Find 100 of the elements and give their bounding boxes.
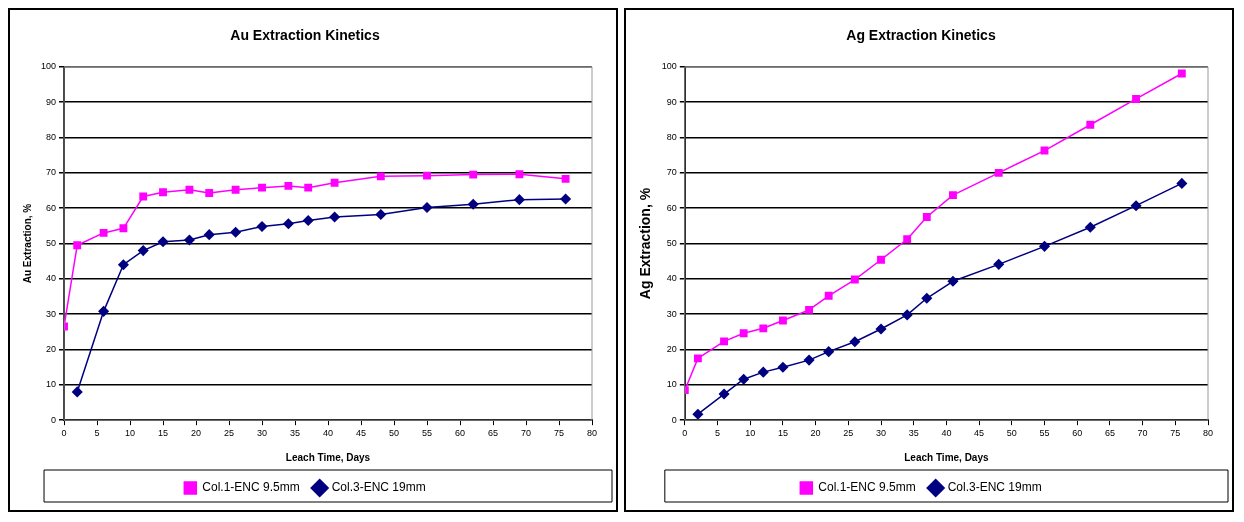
- point: [205, 189, 214, 197]
- point: [1085, 221, 1096, 233]
- y-tick-label: 20: [46, 344, 57, 354]
- x-tick-label: 35: [908, 428, 919, 439]
- point: [903, 235, 912, 244]
- point: [71, 386, 83, 398]
- x-tick-label: 65: [488, 428, 499, 439]
- point: [850, 275, 859, 284]
- y-tick-label: 30: [46, 308, 57, 319]
- legend-label: Col.3-ENC 19mm: [947, 480, 1042, 495]
- point: [947, 276, 959, 287]
- y-tick-label: 60: [46, 202, 57, 213]
- point: [185, 185, 194, 194]
- x-tick-label: 80: [586, 428, 598, 439]
- x-tick-label: 55: [422, 428, 433, 439]
- x-tick-label: 35: [290, 428, 301, 439]
- y-tick-label: 100: [40, 61, 57, 72]
- x-tick-label: 60: [455, 428, 466, 439]
- y-tick-label: 0: [671, 414, 677, 425]
- point: [329, 211, 340, 223]
- point: [1132, 95, 1140, 103]
- point: [1039, 241, 1050, 252]
- point: [561, 174, 570, 183]
- point: [994, 168, 1003, 177]
- point: [921, 293, 933, 304]
- point: [203, 229, 215, 240]
- x-tick-label: 20: [810, 428, 821, 439]
- x-tick-label: 25: [224, 428, 235, 439]
- point: [467, 199, 479, 210]
- point: [73, 241, 82, 250]
- x-tick-label: 20: [191, 428, 202, 439]
- x-tick-label: 75: [1170, 428, 1181, 439]
- x-axis-title: Leach Time, Days: [285, 451, 371, 463]
- y-tick-label: 30: [666, 308, 677, 319]
- point: [139, 192, 148, 201]
- y-tick-label: 80: [46, 131, 57, 142]
- point: [423, 171, 431, 180]
- point: [849, 336, 861, 347]
- point: [949, 191, 957, 200]
- x-tick-label: 70: [520, 428, 532, 439]
- point: [231, 185, 240, 194]
- chart-title: Au Extraction Kinetics: [230, 27, 380, 44]
- point: [993, 259, 1004, 270]
- chart-title: Ag Extraction Kinetics: [846, 27, 996, 44]
- y-tick-label: 40: [46, 273, 57, 284]
- y-tick-label: 70: [46, 167, 57, 178]
- point: [118, 259, 129, 270]
- point: [758, 366, 769, 378]
- point: [805, 306, 813, 314]
- x-tick-label: 40: [941, 428, 952, 439]
- point: [514, 194, 525, 205]
- x-tick-label: 5: [94, 428, 100, 439]
- x-tick-label: 70: [1137, 428, 1148, 439]
- point: [560, 193, 571, 205]
- x-tick-label: 30: [257, 428, 268, 439]
- y-axis-title: Ag Extraction, %: [637, 187, 654, 300]
- point: [1176, 178, 1188, 189]
- x-tick-label: 0: [61, 428, 67, 439]
- point: [693, 354, 702, 363]
- point: [1177, 69, 1186, 78]
- point: [304, 183, 313, 192]
- point: [159, 188, 167, 197]
- point: [184, 234, 195, 246]
- point: [256, 221, 268, 232]
- y-tick-label: 0: [51, 414, 57, 425]
- point: [376, 172, 385, 181]
- y-tick-label: 100: [661, 61, 677, 72]
- x-tick-label: 80: [1202, 428, 1214, 439]
- point: [330, 178, 339, 187]
- y-tick-label: 10: [46, 379, 57, 390]
- point: [515, 170, 524, 179]
- y-tick-label: 60: [666, 202, 677, 213]
- x-tick-label: 10: [125, 428, 136, 439]
- point: [738, 373, 749, 385]
- y-axis-title: Au Extraction, %: [21, 203, 33, 284]
- y-tick-label: 20: [666, 344, 677, 354]
- x-tick-label: 15: [777, 428, 788, 439]
- point: [302, 215, 314, 226]
- y-tick-label: 90: [46, 96, 57, 107]
- x-tick-label: 15: [158, 428, 169, 439]
- point: [157, 236, 169, 247]
- point: [137, 245, 149, 256]
- point: [469, 170, 478, 179]
- point: [99, 228, 108, 237]
- x-tick-label: 65: [1104, 428, 1115, 439]
- point: [720, 337, 728, 346]
- point: [759, 324, 768, 333]
- x-tick-label: 40: [323, 428, 334, 439]
- y-tick-label: 10: [666, 379, 677, 390]
- point: [119, 224, 128, 233]
- x-axis-title: Leach Time, Days: [904, 451, 989, 463]
- x-tick-label: 50: [1006, 428, 1017, 439]
- x-tick-label: 45: [356, 428, 367, 439]
- x-tick-label: 10: [745, 428, 756, 439]
- point: [258, 183, 266, 192]
- x-tick-label: 5: [715, 428, 721, 439]
- point: [824, 291, 833, 300]
- y-tick-label: 40: [666, 273, 677, 284]
- y-tick-label: 50: [666, 237, 677, 248]
- point: [922, 213, 931, 221]
